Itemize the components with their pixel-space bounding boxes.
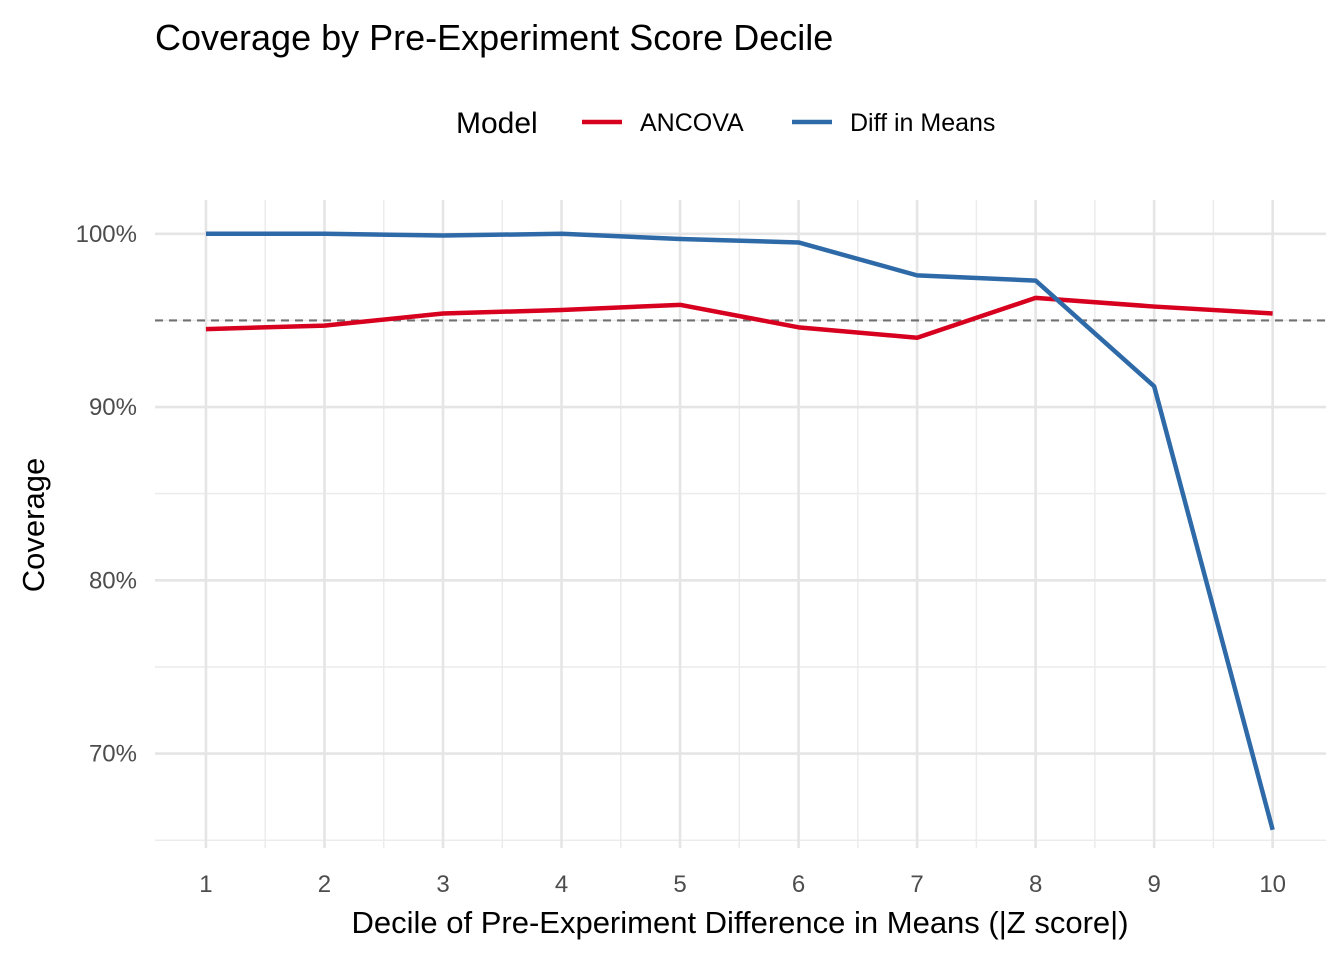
grid [155, 200, 1326, 848]
x-axis-title: Decile of Pre-Experiment Difference in M… [351, 905, 1128, 940]
y-tick-labels: 70% 80% 90% 100% [76, 221, 137, 768]
legend-item-ancova: ANCOVA [582, 109, 744, 137]
chart-title: Coverage by Pre-Experiment Score Decile [155, 17, 833, 58]
x-tick-labels: 1 2 3 4 5 6 7 8 9 10 [199, 871, 1286, 898]
y-axis-title: Coverage [16, 458, 51, 592]
legend-label-diff-in-means: Diff in Means [850, 109, 995, 137]
x-tick-label: 8 [1029, 871, 1042, 898]
y-tick-label: 100% [76, 221, 137, 248]
y-tick-label: 70% [89, 741, 137, 768]
x-tick-label: 6 [792, 871, 805, 898]
x-tick-label: 3 [436, 871, 449, 898]
series-group [205, 231, 1275, 831]
legend-label-ancova: ANCOVA [640, 109, 744, 137]
series-line-diff-in-means [205, 231, 1275, 831]
x-tick-label: 7 [910, 871, 923, 898]
x-tick-label: 1 [199, 871, 212, 898]
series-line-ancova [205, 295, 1273, 340]
x-tick-label: 9 [1147, 871, 1160, 898]
legend-title: Model [456, 107, 538, 140]
y-tick-label: 80% [89, 567, 137, 594]
x-tick-label: 2 [318, 871, 331, 898]
x-tick-label: 5 [673, 871, 686, 898]
legend-item-diff-in-means: Diff in Means [792, 109, 995, 137]
x-tick-label: 10 [1259, 871, 1286, 898]
y-tick-label: 90% [89, 394, 137, 421]
x-tick-label: 4 [555, 871, 568, 898]
legend: Model ANCOVA Diff in Means [456, 107, 995, 140]
